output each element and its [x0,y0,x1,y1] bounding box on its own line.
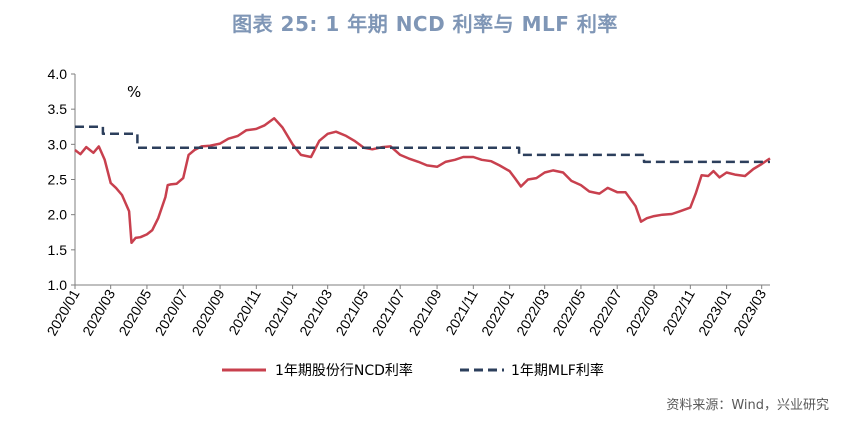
y-tick-label: 1.0 [48,277,68,293]
y-tick-label: 3.0 [48,136,68,152]
x-tick-label: 2020/11 [225,286,264,337]
legend: 1年期股份行NCD利率 1年期MLF利率 [222,362,604,379]
y-tick-label: 4.0 [48,66,68,82]
x-tick-label: 2022/11 [659,286,698,337]
axes: 1.01.52.02.53.03.54.02020/012020/032020/… [43,66,770,338]
source-note: 资料来源：Wind，兴业研究 [666,398,829,413]
series-ncd-line [74,117,771,245]
legend-label-ncd: 1年期股份行NCD利率 [275,362,413,379]
x-tick-label: 2022/01 [478,286,517,338]
y-tick-label: 2.0 [48,207,68,223]
x-tick-label: 2020/07 [152,286,191,338]
x-tick-label: 2022/07 [586,286,625,338]
y-tick-label: 3.5 [48,101,68,117]
chart-title: 图表 25: 1 年期 NCD 利率与 MLF 利率 [232,12,618,36]
x-tick-label: 2021/05 [332,286,371,338]
legend-label-mlf: 1年期MLF利率 [511,362,604,379]
x-tick-label: 2023/01 [695,286,734,338]
x-tick-label: 2020/01 [43,286,82,338]
x-tick-label: 2021/09 [406,286,445,338]
x-tick-label: 2022/03 [513,286,552,338]
x-tick-label: 2021/07 [369,286,408,338]
x-tick-label: 2021/11 [442,286,481,337]
y-tick-label: 1.5 [48,242,68,258]
x-tick-label: 2022/05 [549,286,588,338]
series-mlf-line [75,125,770,164]
series-layer [74,117,771,245]
y-tick-label: 2.5 [48,172,68,188]
x-tick-label: 2020/05 [115,286,154,338]
x-tick-label: 2023/03 [730,286,769,338]
x-tick-label: 2021/01 [261,286,300,338]
x-tick-label: 2021/03 [296,286,335,338]
x-tick-label: 2022/09 [623,286,662,338]
x-tick-label: 2020/09 [189,286,228,338]
y-unit-label: % [127,83,141,101]
x-tick-label: 2020/03 [79,286,118,338]
